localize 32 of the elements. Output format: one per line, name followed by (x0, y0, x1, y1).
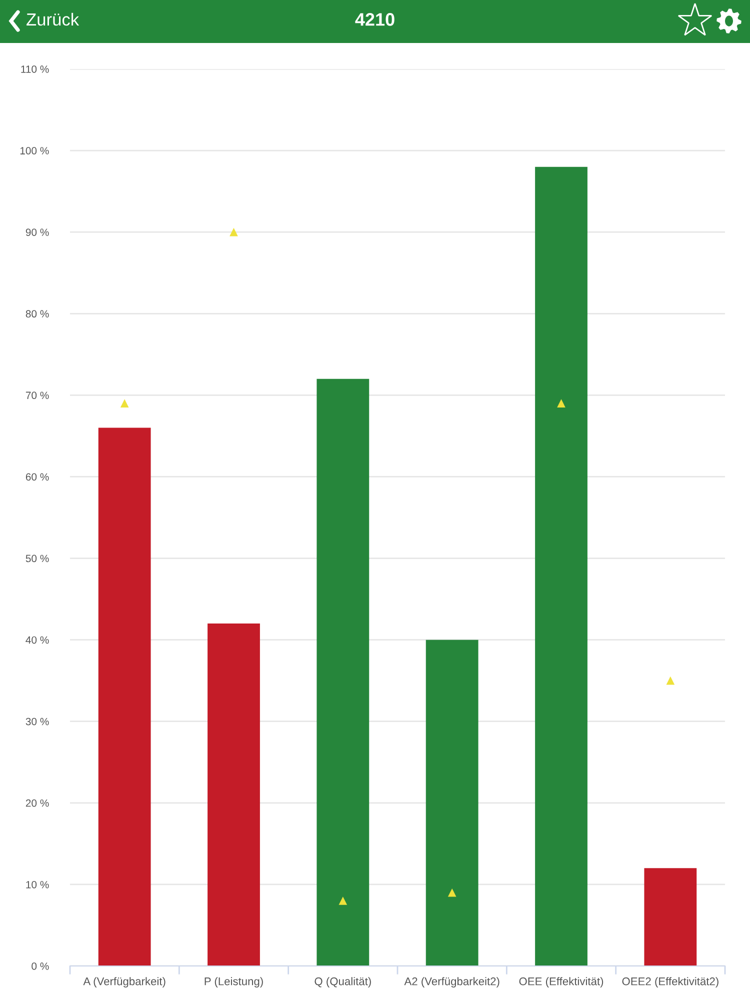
y-tick-label: 90 % (26, 228, 49, 236)
point (666, 676, 675, 685)
bar (98, 428, 151, 966)
x-tick-label: A (Verfügbarkeit) (83, 977, 166, 988)
bar (208, 624, 260, 966)
y-tick-label: 10 % (26, 880, 49, 888)
y-tick-label: 50 % (26, 554, 49, 562)
y-tick-label: 60 % (26, 473, 49, 481)
bar (644, 868, 697, 966)
point (230, 228, 238, 236)
point (557, 399, 566, 408)
y-tick-label: 70 % (26, 392, 49, 400)
bar (535, 166, 588, 966)
text: Zurück (26, 12, 80, 26)
point (338, 896, 348, 905)
y-tick-label: 30 % (26, 718, 49, 726)
point (448, 888, 456, 897)
x-tick-label: Q (Qualität) (314, 977, 371, 988)
x-tick-label: OEE2 (Effektivität2) (622, 977, 718, 988)
y-tick-label: 110 % (21, 66, 49, 73)
x-tick-label: OEE (Effektivität) (519, 977, 604, 988)
y-tick-label: 20 % (26, 799, 49, 807)
chart-title: 4210 (355, 13, 394, 26)
bar (426, 640, 478, 966)
bar (316, 378, 370, 966)
x-tick-label: P (Leistung) (204, 977, 263, 988)
y-tick-label: 80 % (26, 310, 49, 318)
y-tick-label: 100 % (20, 147, 49, 154)
x-tick-label: A2 (Verfügbarkeit2) (404, 977, 500, 988)
y-tick-label: 0 % (32, 962, 49, 970)
y-tick-label: 40 % (26, 636, 49, 644)
point (120, 399, 129, 408)
